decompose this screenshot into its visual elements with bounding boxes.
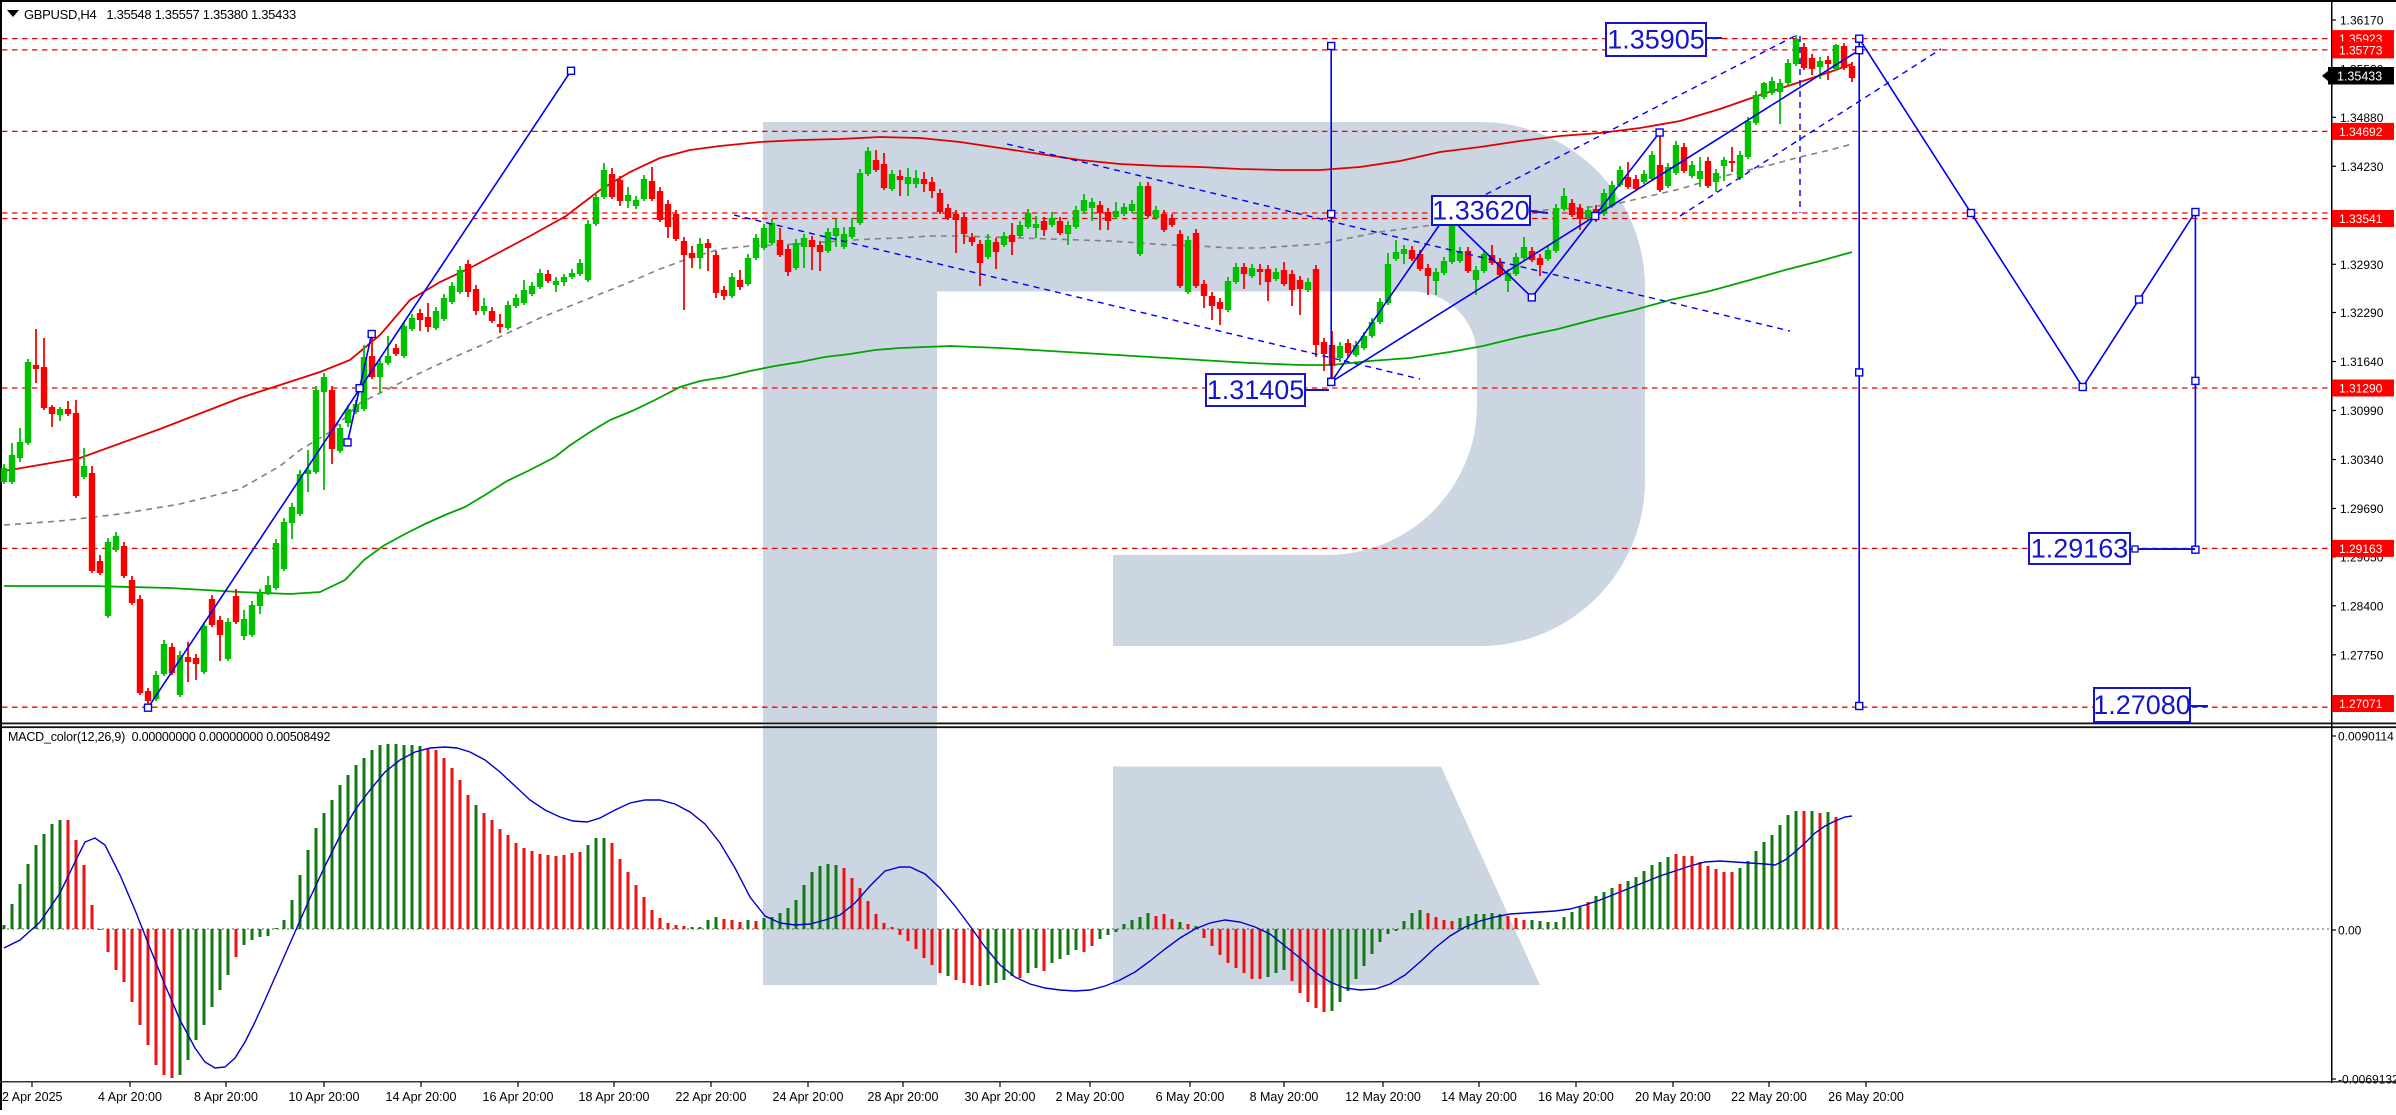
svg-text:30 Apr 20:00: 30 Apr 20:00: [965, 1090, 1036, 1104]
svg-text:1.27080: 1.27080: [2093, 690, 2191, 720]
svg-text:1.35905: 1.35905: [1607, 25, 1705, 55]
svg-text:16 May 20:00: 16 May 20:00: [1538, 1090, 1614, 1104]
svg-text:2 Apr 2025: 2 Apr 2025: [2, 1090, 63, 1104]
svg-text:1.32290: 1.32290: [2340, 306, 2384, 320]
svg-text:GBPUSD,H4 1.35548 1.35557 1.: GBPUSD,H4 1.35548 1.35557 1.35380 1.3543…: [24, 7, 296, 22]
svg-text:0.00: 0.00: [2338, 924, 2362, 938]
svg-text:1.31290: 1.31290: [2339, 382, 2383, 396]
svg-text:-0.0069132: -0.0069132: [2338, 1073, 2396, 1087]
svg-text:4 Apr 20:00: 4 Apr 20:00: [98, 1090, 162, 1104]
svg-text:1.34692: 1.34692: [2339, 125, 2383, 139]
svg-text:1.34230: 1.34230: [2340, 160, 2384, 174]
svg-text:1.35773: 1.35773: [2339, 43, 2383, 57]
svg-text:1.27750: 1.27750: [2340, 648, 2384, 662]
svg-text:10 Apr 20:00: 10 Apr 20:00: [289, 1090, 360, 1104]
svg-text:1.30990: 1.30990: [2340, 404, 2384, 418]
svg-text:14 May 20:00: 14 May 20:00: [1441, 1090, 1517, 1104]
svg-text:6 May 20:00: 6 May 20:00: [1156, 1090, 1225, 1104]
svg-text:1.31640: 1.31640: [2340, 355, 2384, 369]
svg-text:16 Apr 20:00: 16 Apr 20:00: [483, 1090, 554, 1104]
svg-text:MACD_color(12,26,9) 0.0000000: MACD_color(12,26,9) 0.00000000 0.0000000…: [8, 730, 331, 744]
svg-text:1.31405: 1.31405: [1207, 375, 1305, 405]
svg-text:22 Apr 20:00: 22 Apr 20:00: [676, 1090, 747, 1104]
svg-text:24 Apr 20:00: 24 Apr 20:00: [773, 1090, 844, 1104]
svg-text:1.33620: 1.33620: [1432, 196, 1530, 226]
svg-text:20 May 20:00: 20 May 20:00: [1635, 1090, 1711, 1104]
svg-text:26 May 20:00: 26 May 20:00: [1828, 1090, 1904, 1104]
svg-text:1.29163: 1.29163: [2339, 542, 2383, 556]
svg-text:18 Apr 20:00: 18 Apr 20:00: [579, 1090, 650, 1104]
svg-text:1.29690: 1.29690: [2340, 502, 2384, 516]
svg-text:1.33541: 1.33541: [2339, 212, 2383, 226]
svg-text:28 Apr 20:00: 28 Apr 20:00: [868, 1090, 939, 1104]
svg-text:0.0090114: 0.0090114: [2338, 730, 2394, 744]
svg-text:8 Apr 20:00: 8 Apr 20:00: [194, 1090, 258, 1104]
svg-text:1.35433: 1.35433: [2337, 70, 2382, 84]
svg-text:1.32930: 1.32930: [2340, 258, 2384, 272]
svg-text:1.30340: 1.30340: [2340, 453, 2384, 467]
svg-text:8 May 20:00: 8 May 20:00: [1250, 1090, 1319, 1104]
svg-text:2 May 20:00: 2 May 20:00: [1056, 1090, 1125, 1104]
svg-text:1.36170: 1.36170: [2340, 14, 2384, 28]
svg-text:1.28400: 1.28400: [2340, 599, 2384, 613]
svg-text:1.29163: 1.29163: [2031, 534, 2129, 564]
svg-text:14 Apr 20:00: 14 Apr 20:00: [386, 1090, 457, 1104]
svg-text:1.27071: 1.27071: [2339, 697, 2383, 711]
svg-text:1.34880: 1.34880: [2340, 111, 2384, 125]
svg-text:12 May 20:00: 12 May 20:00: [1345, 1090, 1421, 1104]
svg-text:22 May 20:00: 22 May 20:00: [1731, 1090, 1807, 1104]
